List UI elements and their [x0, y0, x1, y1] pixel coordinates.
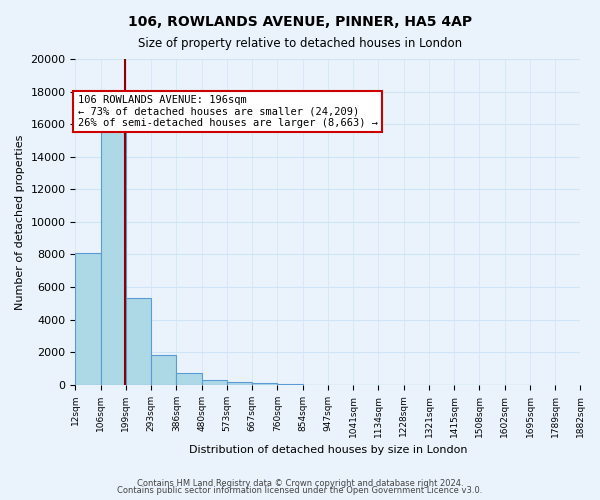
- Bar: [151, 356, 176, 385]
- Text: Contains public sector information licensed under the Open Government Licence v3: Contains public sector information licen…: [118, 486, 482, 495]
- Text: 106, ROWLANDS AVENUE, PINNER, HA5 4AP: 106, ROWLANDS AVENUE, PINNER, HA5 4AP: [128, 15, 472, 29]
- Bar: [202, 380, 227, 385]
- Text: 106 ROWLANDS AVENUE: 196sqm
← 73% of detached houses are smaller (24,209)
26% of: 106 ROWLANDS AVENUE: 196sqm ← 73% of det…: [77, 95, 377, 128]
- Bar: [176, 374, 202, 385]
- Bar: [277, 384, 303, 385]
- X-axis label: Distribution of detached houses by size in London: Distribution of detached houses by size …: [189, 445, 467, 455]
- Y-axis label: Number of detached properties: Number of detached properties: [15, 134, 25, 310]
- Bar: [76, 253, 101, 385]
- Bar: [126, 298, 151, 385]
- Text: Size of property relative to detached houses in London: Size of property relative to detached ho…: [138, 38, 462, 51]
- Text: Contains HM Land Registry data © Crown copyright and database right 2024.: Contains HM Land Registry data © Crown c…: [137, 478, 463, 488]
- Bar: [227, 382, 253, 385]
- Bar: [253, 383, 277, 385]
- Bar: [101, 116, 126, 385]
